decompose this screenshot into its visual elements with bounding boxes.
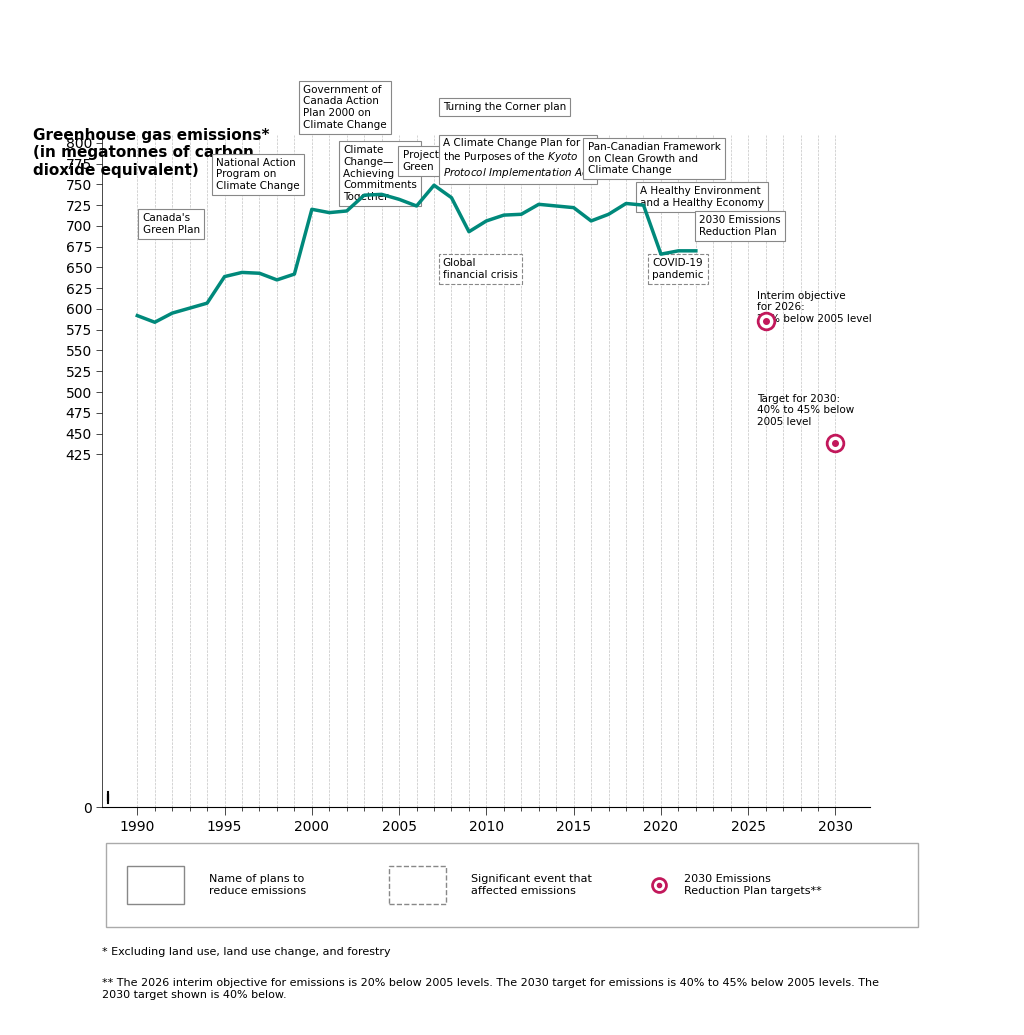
Text: Target for 2030:
40% to 45% below
2005 level: Target for 2030: 40% to 45% below 2005 l… [757, 393, 854, 426]
Text: Project
Green: Project Green [402, 150, 438, 172]
Text: A Climate Change Plan for
the Purposes of the $\it{Kyoto}$
$\it{Protocol\ Implem: A Climate Change Plan for the Purposes o… [442, 138, 593, 180]
Text: Name of plans to
reduce emissions: Name of plans to reduce emissions [209, 875, 306, 895]
FancyBboxPatch shape [106, 842, 918, 927]
Text: Significant event that
affected emissions: Significant event that affected emission… [471, 875, 592, 895]
Text: 2030 Emissions
Reduction Plan targets**: 2030 Emissions Reduction Plan targets** [684, 875, 822, 895]
Text: * Excluding land use, land use change, and forestry: * Excluding land use, land use change, a… [102, 947, 391, 957]
Text: 2030 Emissions
Reduction Plan: 2030 Emissions Reduction Plan [699, 215, 781, 237]
FancyBboxPatch shape [127, 866, 184, 904]
Text: A Healthy Environment
and a Healthy Economy: A Healthy Environment and a Healthy Econ… [640, 186, 764, 208]
Text: Pan-Canadian Framework
on Clean Growth and
Climate Change: Pan-Canadian Framework on Clean Growth a… [588, 142, 721, 175]
Text: Climate
Change—
Achieving Our
Commitments
Together: Climate Change— Achieving Our Commitment… [343, 145, 417, 202]
X-axis label: Year: Year [466, 846, 507, 863]
FancyBboxPatch shape [389, 866, 446, 904]
Text: Interim objective
for 2026:
20% below 2005 level: Interim objective for 2026: 20% below 20… [757, 291, 871, 324]
Text: COVID-19
pandemic: COVID-19 pandemic [652, 259, 703, 279]
Text: Greenhouse gas emissions*
(in megatonnes of carbon
dioxide equivalent): Greenhouse gas emissions* (in megatonnes… [33, 128, 269, 178]
Text: Canada's
Green Plan: Canada's Green Plan [142, 213, 200, 235]
Text: Government of
Canada Action
Plan 2000 on
Climate Change: Government of Canada Action Plan 2000 on… [303, 85, 387, 129]
Text: National Action
Program on
Climate Change: National Action Program on Climate Chang… [216, 157, 299, 191]
Text: Turning the Corner plan: Turning the Corner plan [442, 102, 566, 112]
Text: ** The 2026 interim objective for emissions is 20% below 2005 levels. The 2030 t: ** The 2026 interim objective for emissi… [102, 978, 880, 1000]
Text: Global
financial crisis: Global financial crisis [442, 259, 518, 279]
